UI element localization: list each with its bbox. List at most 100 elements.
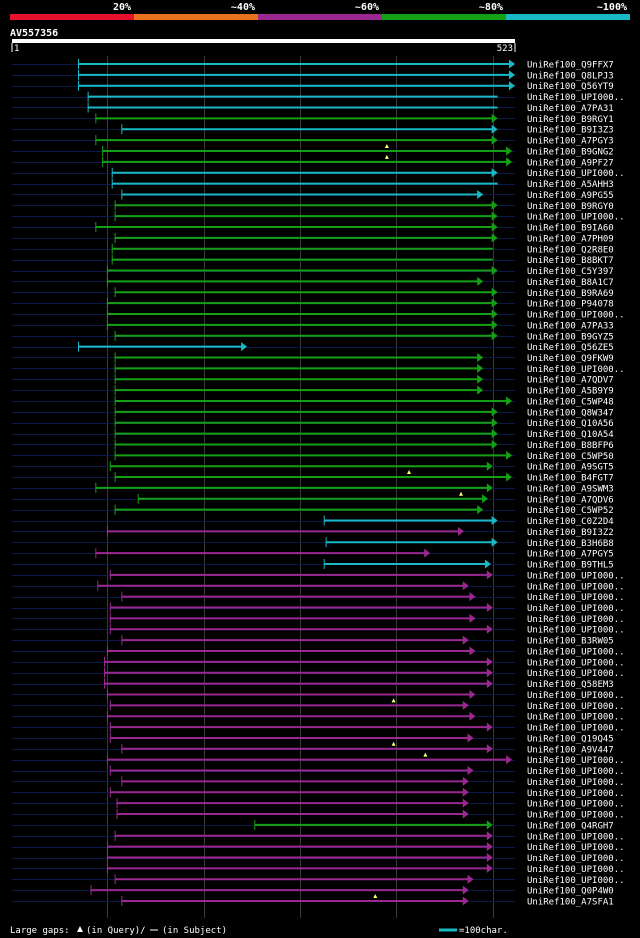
hit-label[interactable]: UniRef100_A7QDV7 xyxy=(527,376,614,386)
hit-arrow-icon xyxy=(462,635,469,645)
hit-label[interactable]: UniRef100_Q56ZE5 xyxy=(527,343,614,353)
hit-label[interactable]: UniRef100_B3RW05 xyxy=(527,637,614,647)
hit-label[interactable]: UniRef100_UPI000.. xyxy=(527,213,625,223)
hit-label[interactable]: UniRef100_A7PGY5 xyxy=(527,550,614,560)
hit-arrow-icon xyxy=(486,853,493,863)
hit-label[interactable]: UniRef100_B3H6B8 xyxy=(527,539,614,549)
hit-label[interactable]: UniRef100_UPI000.. xyxy=(527,756,625,766)
query-bar xyxy=(12,39,515,43)
hit-label[interactable]: UniRef100_A9V447 xyxy=(527,745,614,755)
hit-label[interactable]: UniRef100_UPI000.. xyxy=(527,658,625,668)
hit-label[interactable]: UniRef100_UPI000.. xyxy=(527,582,625,592)
hit-label[interactable]: UniRef100_B9IA60 xyxy=(527,224,614,234)
hit-label[interactable]: UniRef100_UPI000.. xyxy=(527,767,625,777)
hit-label[interactable]: UniRef100_UPI000.. xyxy=(527,311,625,321)
hit-label[interactable]: UniRef100_UPI000.. xyxy=(527,626,625,636)
legend-swatch-2 xyxy=(134,14,258,20)
hit-label[interactable]: UniRef100_UPI000.. xyxy=(527,832,625,842)
hit-label[interactable]: UniRef100_UPI000.. xyxy=(527,571,625,581)
hit-arrow-icon xyxy=(506,450,513,460)
hit-label[interactable]: UniRef100_UPI000.. xyxy=(527,865,625,875)
hit-arrow-icon xyxy=(486,842,493,852)
hit-label[interactable]: UniRef100_Q10A56 xyxy=(527,419,614,429)
hit-label[interactable]: UniRef100_B9THL5 xyxy=(527,561,614,571)
hit-label[interactable]: UniRef100_B8A1C7 xyxy=(527,278,614,288)
hit-label[interactable]: UniRef100_UPI000.. xyxy=(527,724,625,734)
hit-arrow-icon xyxy=(241,342,248,352)
query-gap-marker xyxy=(459,491,464,496)
hit-arrow-icon xyxy=(491,537,498,547)
hit-label[interactable]: UniRef100_B9RGY1 xyxy=(527,115,614,125)
hit-label[interactable]: UniRef100_Q2R8E0 xyxy=(527,245,614,255)
hit-label[interactable]: UniRef100_Q10A54 xyxy=(527,430,614,440)
hit-label[interactable]: UniRef100_UPI000.. xyxy=(527,669,625,679)
hit-label[interactable]: UniRef100_UPI000.. xyxy=(527,800,625,810)
hit-label[interactable]: UniRef100_B9RA69 xyxy=(527,289,614,299)
hit-label[interactable]: UniRef100_UPI000.. xyxy=(527,593,625,603)
hit-arrow-icon xyxy=(424,548,431,558)
query-gap-marker xyxy=(391,698,396,703)
query-gap-marker xyxy=(407,470,412,475)
hit-label[interactable]: UniRef100_Q58EM3 xyxy=(527,680,614,690)
gap-subject-label: (in Subject) xyxy=(162,926,227,936)
hit-label[interactable]: UniRef100_UPI000.. xyxy=(527,811,625,821)
hit-label[interactable]: UniRef100_UPI000.. xyxy=(527,691,625,701)
hit-label[interactable]: UniRef100_UPI000.. xyxy=(527,169,625,179)
hit-label[interactable]: UniRef100_Q56YT9 xyxy=(527,82,614,92)
hit-arrow-icon xyxy=(482,494,489,504)
hit-arrow-icon xyxy=(509,70,515,80)
hit-label[interactable]: UniRef100_C5Y397 xyxy=(527,267,614,277)
hit-arrow-icon xyxy=(486,744,493,754)
scale-end-label: 523 xyxy=(497,44,513,54)
hit-label[interactable]: UniRef100_Q4RGH7 xyxy=(527,821,614,831)
hit-label[interactable]: UniRef100_A9SWM3 xyxy=(527,484,614,494)
hit-label[interactable]: UniRef100_A9PG55 xyxy=(527,191,614,201)
hit-label[interactable]: UniRef100_Q19Q45 xyxy=(527,734,614,744)
hit-label[interactable]: UniRef100_UPI000.. xyxy=(527,702,625,712)
hit-label[interactable]: UniRef100_Q9FFX7 xyxy=(527,61,614,71)
hit-label[interactable]: UniRef100_A7PH09 xyxy=(527,234,614,244)
hit-label[interactable]: UniRef100_B4FGT7 xyxy=(527,474,614,484)
hit-label[interactable]: UniRef100_A7PA31 xyxy=(527,104,614,114)
hit-label[interactable]: UniRef100_UPI000.. xyxy=(527,713,625,723)
hit-label[interactable]: UniRef100_UPI000.. xyxy=(527,876,625,886)
hit-label[interactable]: UniRef100_A5B9Y9 xyxy=(527,387,614,397)
hit-label[interactable]: UniRef100_UPI000.. xyxy=(527,365,625,375)
hit-label[interactable]: UniRef100_C0Z2D4 xyxy=(527,517,614,527)
hit-label[interactable]: UniRef100_UPI000.. xyxy=(527,843,625,853)
hit-label[interactable]: UniRef100_UPI000.. xyxy=(527,615,625,625)
hit-arrow-icon xyxy=(462,798,469,808)
hit-arrow-icon xyxy=(491,439,498,449)
hit-label[interactable]: UniRef100_A9PF27 xyxy=(527,158,614,168)
hit-label[interactable]: UniRef100_B9RGY0 xyxy=(527,202,614,212)
hit-label[interactable]: UniRef100_A7SFA1 xyxy=(527,897,614,907)
hit-label[interactable]: UniRef100_B9I3Z2 xyxy=(527,528,614,538)
hit-label[interactable]: UniRef100_B9I3Z3 xyxy=(527,126,614,136)
hit-label[interactable]: UniRef100_Q8LPJ3 xyxy=(527,71,614,81)
hit-label[interactable]: UniRef100_UPI000.. xyxy=(527,789,625,799)
hit-label[interactable]: UniRef100_UPI000.. xyxy=(527,604,625,614)
hit-label[interactable]: UniRef100_B9GNG2 xyxy=(527,147,614,157)
hit-label[interactable]: UniRef100_A7PGY3 xyxy=(527,137,614,147)
hit-label[interactable]: UniRef100_UPI000.. xyxy=(527,647,625,657)
hit-label[interactable]: UniRef100_Q8W347 xyxy=(527,408,614,418)
hit-label[interactable]: UniRef100_B8BKT7 xyxy=(527,256,614,266)
hit-arrow-icon xyxy=(491,429,498,439)
hit-label[interactable]: UniRef100_UPI000.. xyxy=(527,93,625,103)
hit-label[interactable]: UniRef100_P94078 xyxy=(527,300,614,310)
hit-label[interactable]: UniRef100_B8BFP6 xyxy=(527,441,614,451)
hit-label[interactable]: UniRef100_Q0P4W0 xyxy=(527,887,614,897)
hit-label[interactable]: UniRef100_B9GYZ5 xyxy=(527,332,614,342)
hit-label[interactable]: UniRef100_A7PA33 xyxy=(527,321,614,331)
hit-label[interactable]: UniRef100_C5WP50 xyxy=(527,452,614,462)
hit-label[interactable]: UniRef100_A9SGT5 xyxy=(527,463,614,473)
hit-arrow-icon xyxy=(462,885,469,895)
hit-label[interactable]: UniRef100_UPI000.. xyxy=(527,854,625,864)
hit-label[interactable]: UniRef100_C5WP52 xyxy=(527,506,614,516)
hit-label[interactable]: UniRef100_C5WP48 xyxy=(527,397,614,407)
legend-label-4: ~80% xyxy=(479,2,503,13)
hit-label[interactable]: UniRef100_Q9FKW9 xyxy=(527,354,614,364)
hit-label[interactable]: UniRef100_UPI000.. xyxy=(527,778,625,788)
hit-label[interactable]: UniRef100_A7QDV6 xyxy=(527,495,614,505)
hit-label[interactable]: UniRef100_A5AHH3 xyxy=(527,180,614,190)
